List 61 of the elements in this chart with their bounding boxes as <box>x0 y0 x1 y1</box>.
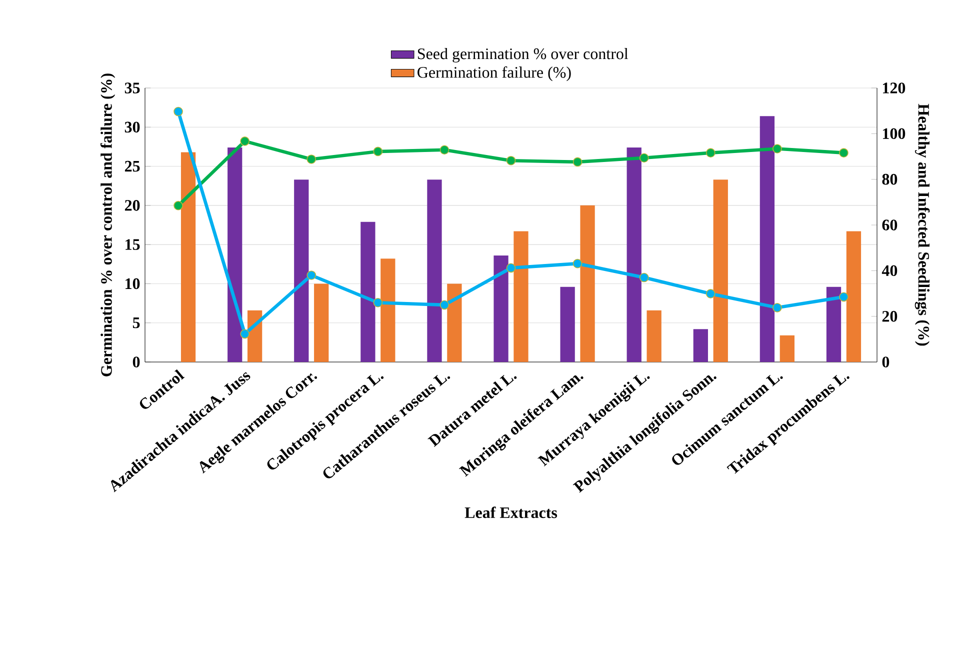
point <box>772 302 782 312</box>
point <box>373 146 383 156</box>
bar <box>693 329 708 362</box>
bar <box>447 284 462 362</box>
y-tick-label: 5 <box>132 318 140 328</box>
x-axis-title: Leaf Extracts <box>464 506 558 518</box>
bar <box>713 180 728 362</box>
point <box>706 289 716 298</box>
y-tick-label: 20 <box>124 200 140 211</box>
y2-tick-label: 40 <box>882 265 898 276</box>
point <box>240 136 250 146</box>
y-tick-label: 25 <box>124 160 140 172</box>
y2-tick-label: 120 <box>883 82 906 94</box>
point <box>240 329 250 339</box>
bar <box>494 256 508 362</box>
y-tick-label: 35 <box>124 82 140 94</box>
point <box>572 157 582 167</box>
point <box>506 263 516 273</box>
point <box>174 106 183 116</box>
point <box>706 148 716 158</box>
point <box>440 300 450 310</box>
bar <box>360 222 376 362</box>
point <box>306 270 316 280</box>
point <box>373 298 383 308</box>
point <box>306 154 316 164</box>
point <box>639 272 649 282</box>
y2-axis-title: Healthy and Infected Seedlings (%) <box>914 104 930 346</box>
point <box>572 258 582 268</box>
point <box>839 292 848 302</box>
point <box>772 144 782 154</box>
bar <box>580 205 595 362</box>
bar <box>846 231 862 362</box>
legend-label: Germination failure (%) <box>418 66 571 82</box>
bar <box>646 310 662 362</box>
bar <box>560 286 575 362</box>
y2-tick-label: 100 <box>883 128 906 140</box>
bar <box>294 180 309 362</box>
y-tick-label: 15 <box>126 239 140 250</box>
y2-tick-label: 80 <box>882 174 898 185</box>
bar <box>427 180 442 362</box>
y-tick-label: 30 <box>124 122 140 133</box>
point <box>174 200 183 210</box>
bar <box>780 335 794 362</box>
y2-tick-label: 0 <box>882 356 890 368</box>
point <box>440 145 450 155</box>
point <box>839 148 848 158</box>
y-tick-label: 10 <box>126 278 140 290</box>
bar <box>626 147 642 362</box>
point <box>506 156 516 166</box>
y2-tick-label: 60 <box>882 220 898 230</box>
bar <box>826 286 842 362</box>
y-axis-title: Germination % over control and failure (%) <box>100 74 116 376</box>
bar <box>180 152 196 362</box>
y2-tick-label: 20 <box>882 310 898 322</box>
bar <box>380 258 396 362</box>
bar <box>514 231 528 362</box>
legend-label: Seed germination % over control <box>418 48 628 63</box>
point <box>639 153 649 163</box>
y-tick-label: 0 <box>132 356 140 368</box>
bar <box>760 116 775 362</box>
bar <box>314 284 329 362</box>
